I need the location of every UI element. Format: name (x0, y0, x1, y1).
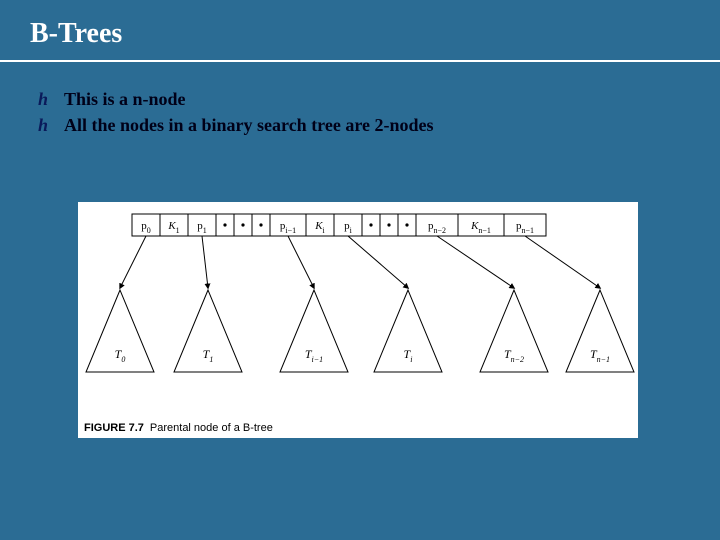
slide: B-Trees h This is a n-node h All the nod… (0, 0, 720, 540)
figure-caption-text: Parental node of a B-tree (150, 422, 273, 434)
figure-number: FIGURE 7.7 (84, 422, 144, 434)
page-title: B-Trees (30, 18, 122, 50)
bullet-list: h This is a n-node h All the nodes in a … (38, 88, 434, 140)
list-item: h All the nodes in a binary search tree … (38, 114, 434, 136)
figure-caption: FIGURE 7.7 Parental node of a B-tree (78, 418, 638, 438)
btree-svg: p0K1p1pi−1Kipipn−2Kn−1pn−1T0T1Ti−1TiTn−2… (78, 202, 638, 418)
bullet-text: All the nodes in a binary search tree ar… (64, 114, 434, 136)
title-underline (0, 60, 720, 62)
btree-figure: p0K1p1pi−1Kipipn−2Kn−1pn−1T0T1Ti−1TiTn−2… (78, 202, 638, 418)
bullet-icon: h (38, 114, 56, 136)
bullet-icon: h (38, 88, 56, 110)
bullet-text: This is a n-node (64, 88, 186, 110)
list-item: h This is a n-node (38, 88, 434, 110)
